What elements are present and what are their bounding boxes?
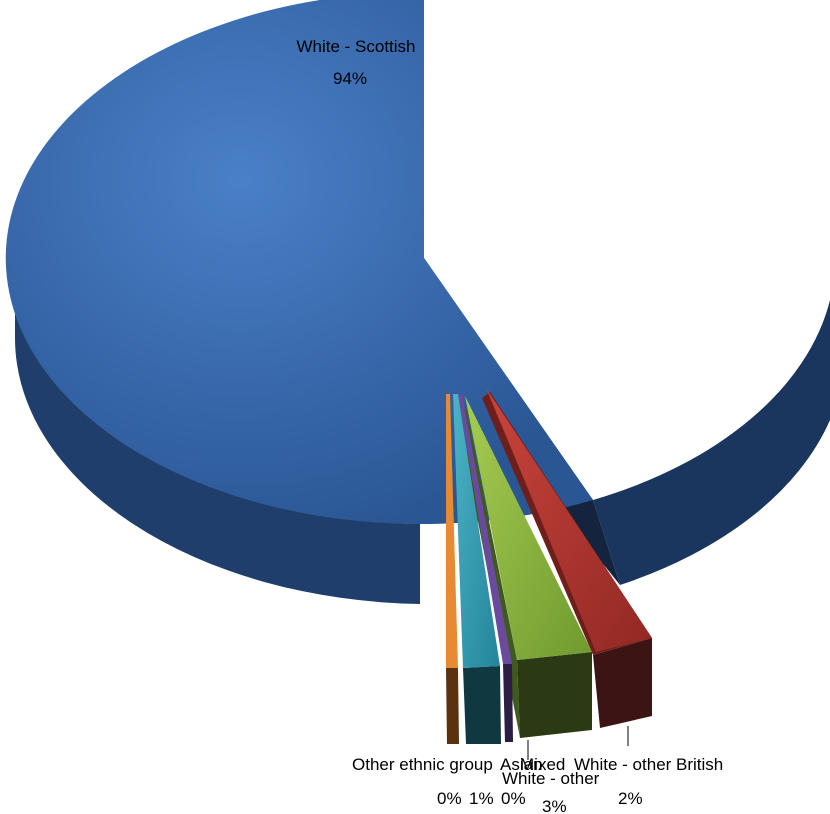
slice-other-ethnic-group-side: [446, 668, 459, 744]
leader-lines: [527, 726, 629, 760]
label-white-other-british-name: White - other British: [574, 755, 723, 774]
label-mixed-name: Mixed: [520, 755, 565, 774]
label-asian-value: 1%: [469, 789, 494, 808]
slice-mixed-top: [458, 394, 512, 664]
data-labels: White - Scottish 94% Other ethnic group …: [296, 37, 723, 814]
label-other-ethnic-group-value: 0%: [437, 789, 462, 808]
slice-white-scottish-side-right: [593, 300, 830, 585]
label-asian-name: Asian: [500, 755, 543, 774]
label-white-other-value: 3%: [542, 797, 567, 814]
label-white-scottish-value: 94%: [333, 69, 367, 88]
slice-white-other-side: [517, 652, 592, 738]
slice-white-scottish-top: [5, 0, 593, 524]
label-mixed-value: 0%: [501, 789, 526, 808]
slice-asian-top: [453, 394, 500, 668]
label-white-other-british-value: 2%: [618, 789, 643, 808]
slice-asian: [453, 394, 501, 744]
slice-white-scottish: [5, 0, 830, 604]
slice-white-scottish-side: [14, 258, 421, 604]
slice-asian-side: [463, 666, 501, 744]
slice-white-other-british-side: [593, 638, 652, 728]
slice-white-other-top: [465, 396, 592, 660]
slice-mixed-side: [503, 664, 513, 742]
label-other-ethnic-group-name: Other ethnic group: [352, 755, 493, 774]
slice-other-ethnic-group-top: [446, 394, 458, 668]
label-white-scottish-name: White - Scottish: [296, 37, 415, 56]
slice-mixed: [458, 394, 513, 742]
slice-white-other-british-top: [486, 388, 652, 652]
slice-other-ethnic-group: [446, 394, 459, 744]
slice-white-other-british: [482, 388, 652, 728]
label-white-other-name: White - other: [502, 769, 600, 788]
